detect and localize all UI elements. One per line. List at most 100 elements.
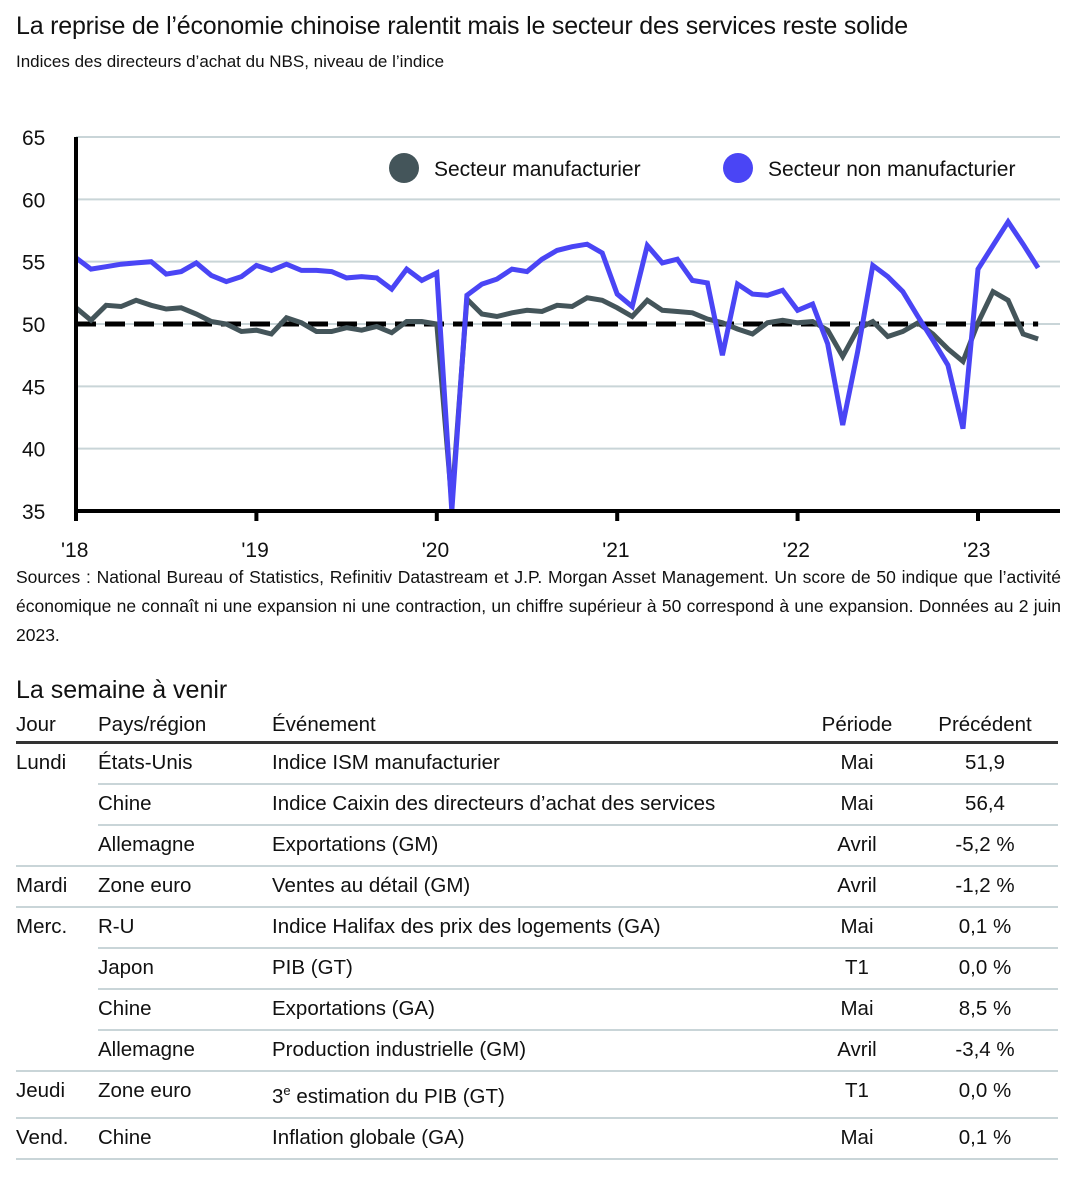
- column-header-period: Période: [802, 710, 912, 744]
- cell-country: Japon: [98, 948, 272, 990]
- calendar-header-row: Jour Pays/région Événement Période Précé…: [16, 710, 1058, 744]
- x-tick-label: '18: [61, 539, 88, 562]
- cell-country: Zone euro: [98, 866, 272, 908]
- cell-period: Avril: [802, 866, 912, 908]
- cell-period: Mai: [802, 907, 912, 949]
- column-header-event: Événement: [272, 710, 802, 744]
- cell-period: Mai: [802, 989, 912, 1031]
- cell-day: [16, 825, 98, 867]
- chart-title: La reprise de l’économie chinoise ralent…: [16, 12, 908, 40]
- cell-day: Vend.: [16, 1117, 98, 1160]
- series-line-non-manufacturing: [74, 217, 1041, 512]
- x-tick-label: '22: [783, 539, 810, 562]
- calendar-row: Mardi Zone euro Ventes au détail (GM) Avril…: [16, 866, 1058, 908]
- cell-country: Chine: [98, 1117, 272, 1160]
- x-tick-label: '19: [241, 539, 268, 562]
- cell-period: Avril: [802, 1030, 912, 1072]
- calendar-row: Vend. Chine Inflation globale (GA) Mai 0,1 %: [16, 1117, 1058, 1160]
- cell-country: États-Unis: [98, 742, 272, 785]
- legend: Secteur manufacturier Secteur non manufa…: [389, 153, 1015, 183]
- cell-event: Ventes au détail (GM): [272, 866, 802, 908]
- legend-label-manufacturing: Secteur manufacturier: [434, 158, 641, 181]
- column-header-country: Pays/région: [98, 710, 272, 744]
- cell-event: PIB (GT): [272, 948, 802, 990]
- y-tick-label: 55: [22, 252, 45, 275]
- axes: [74, 137, 1060, 521]
- cell-country: Chine: [98, 784, 272, 826]
- legend-marker-manufacturing: [389, 153, 419, 183]
- cell-day: [16, 784, 98, 825]
- column-header-previous: Précédent: [912, 710, 1058, 744]
- y-tick-label: 35: [22, 501, 45, 524]
- cell-day: Lundi: [16, 751, 67, 774]
- y-tick-label: 40: [22, 439, 45, 462]
- series-line-manufacturing: [74, 288, 1039, 503]
- cell-previous: -1,2 %: [912, 866, 1058, 908]
- calendar-body: Lundi États-Unis Indice ISM manufacturier M…: [16, 742, 1058, 1160]
- x-tick-label: '21: [602, 539, 629, 562]
- calendar-row: Chine Indice Caixin des directeurs d’acha…: [16, 784, 1058, 826]
- y-axis-tick-labels: 65 60 55 50 45 40 35: [22, 127, 45, 524]
- event-ordinal-number: 3: [272, 1084, 284, 1108]
- cell-previous: 0,0 %: [912, 1071, 1058, 1119]
- legend-label-non-manufacturing: Secteur non manufacturier: [768, 158, 1015, 181]
- cell-previous: 8,5 %: [912, 989, 1058, 1031]
- cell-country: R-U: [98, 907, 272, 949]
- x-tick-label: '20: [422, 539, 449, 562]
- column-header-day: Jour: [16, 710, 98, 744]
- cell-day: [16, 1030, 98, 1072]
- cell-country: Zone euro: [98, 1071, 272, 1119]
- calendar-row: Merc. R-U Indice Halifax des prix des loge…: [16, 907, 1058, 949]
- cell-previous: 0,1 %: [912, 907, 1058, 949]
- calendar-row: Jeudi Zone euro 3e estimation du PIB (GT) T…: [16, 1071, 1058, 1119]
- cell-previous: 0,0 %: [912, 948, 1058, 990]
- chart-subtitle: Indices des directeurs d’achat du NBS, n…: [16, 52, 445, 71]
- cell-period: Avril: [802, 825, 912, 867]
- cell-country: Allemagne: [98, 825, 272, 867]
- cell-day: [16, 948, 98, 989]
- cell-event: Indice ISM manufacturier: [272, 742, 802, 785]
- cell-country: Chine: [98, 989, 272, 1031]
- cell-period: T1: [802, 948, 912, 990]
- cell-period: Mai: [802, 742, 912, 785]
- cell-previous: 51,9: [912, 742, 1058, 785]
- cell-event: Indice Halifax des prix des logements (G…: [272, 907, 802, 949]
- cell-period: T1: [802, 1071, 912, 1119]
- cell-previous: -5,2 %: [912, 825, 1058, 867]
- x-axis-tick-labels: '18 '19 '20 '21 '22 '23: [61, 539, 990, 562]
- y-tick-label: 45: [22, 376, 45, 399]
- y-tick-label: 60: [22, 189, 45, 212]
- calendar-row: Allemagne Production industrielle (GM) Avr…: [16, 1030, 1058, 1072]
- y-tick-label: 50: [22, 314, 45, 337]
- y-tick-label: 65: [22, 127, 45, 150]
- calendar-row: Lundi États-Unis Indice ISM manufacturier M…: [16, 742, 1058, 785]
- cell-event: Production industrielle (GM): [272, 1030, 802, 1072]
- event-ordinal-suffix: e: [283, 1083, 291, 1098]
- cell-day: Mardi: [16, 866, 98, 908]
- cell-period: Mai: [802, 784, 912, 826]
- cell-day: Jeudi: [16, 1071, 98, 1119]
- cell-event: Exportations (GA): [272, 989, 802, 1031]
- cell-event: Inflation globale (GA): [272, 1117, 802, 1160]
- gridlines: [76, 136, 1060, 450]
- cell-day: Merc.: [16, 915, 68, 938]
- cell-day: [16, 989, 98, 1030]
- x-tick-label: '23: [963, 539, 990, 562]
- cell-event: Indice Caixin des directeurs d’achat des…: [272, 784, 802, 826]
- calendar-row: Chine Exportations (GA) Mai 8,5 %: [16, 989, 1058, 1031]
- calendar-title: La semaine à venir: [16, 676, 228, 704]
- cell-country: Allemagne: [98, 1030, 272, 1072]
- cell-previous: -3,4 %: [912, 1030, 1058, 1072]
- calendar-table: Jour Pays/région Événement Période Précé…: [16, 710, 1058, 1160]
- cell-previous: 56,4: [912, 784, 1058, 826]
- calendar-row: Japon PIB (GT) T1 0,0 %: [16, 948, 1058, 990]
- cell-event: 3e estimation du PIB (GT): [272, 1071, 802, 1119]
- series-lines: [74, 217, 1041, 512]
- pmi-line-chart: 65 60 55 50 45 40 35 '18 '19 '20 '21 '22 '23 Secteu…: [22, 127, 1060, 562]
- chart-sources-note: Sources : National Bureau of Statistics,…: [16, 567, 1061, 645]
- event-text: estimation du PIB (GT): [290, 1084, 505, 1108]
- cell-period: Mai: [802, 1117, 912, 1160]
- cell-previous: 0,1 %: [912, 1117, 1058, 1160]
- calendar-row: Allemagne Exportations (GM) Avril -5,2 %: [16, 825, 1058, 867]
- legend-marker-non-manufacturing: [723, 153, 753, 183]
